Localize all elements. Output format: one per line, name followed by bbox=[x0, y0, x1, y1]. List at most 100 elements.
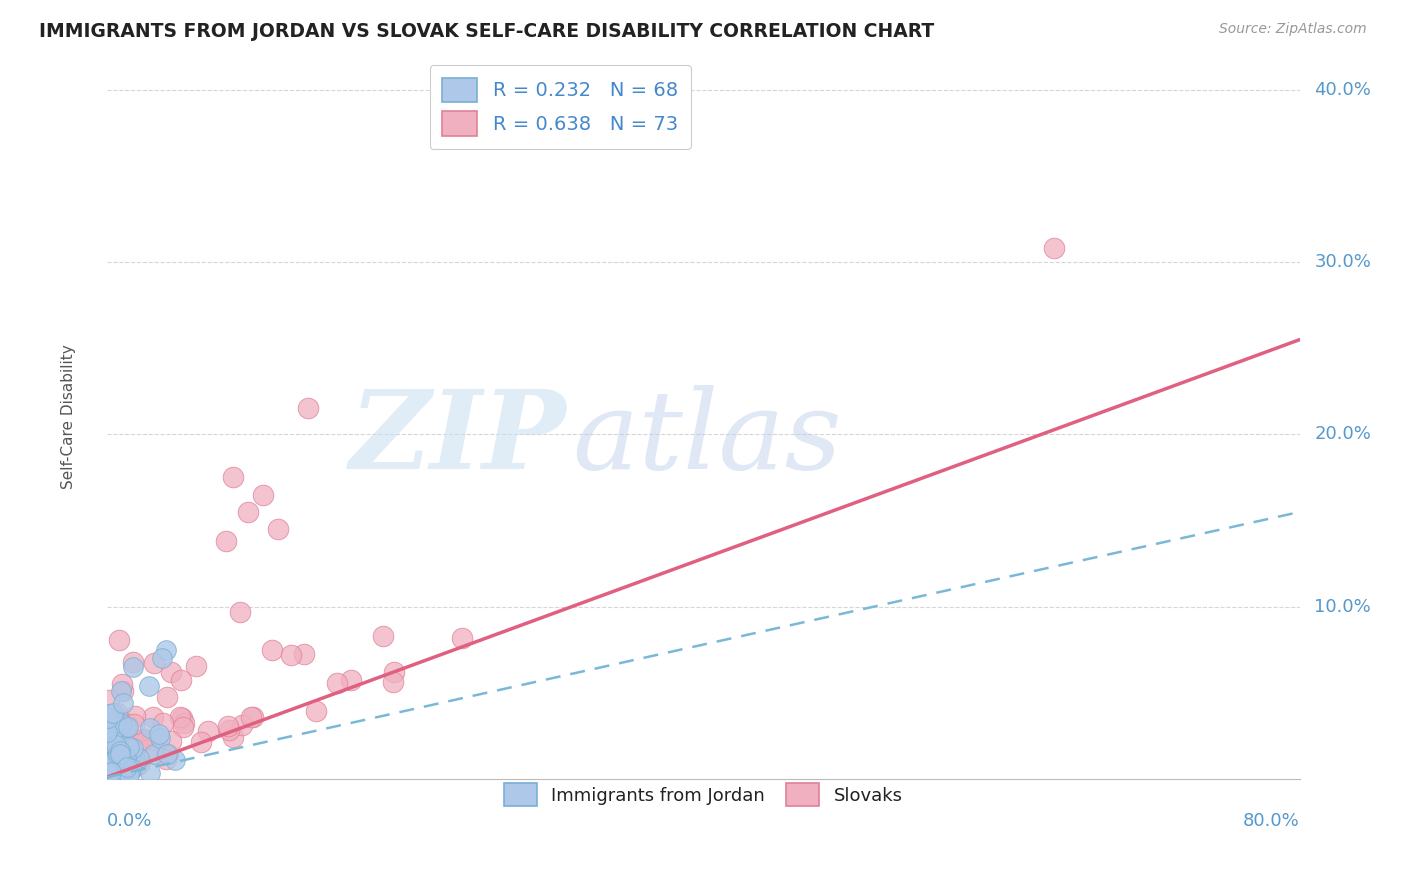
Legend: Immigrants from Jordan, Slovaks: Immigrants from Jordan, Slovaks bbox=[494, 772, 914, 817]
Point bbox=[382, 665, 405, 679]
Point bbox=[101, 753, 124, 767]
Point bbox=[107, 756, 129, 771]
Point bbox=[105, 706, 128, 720]
Point bbox=[97, 751, 120, 765]
Point bbox=[145, 735, 167, 749]
Point bbox=[105, 765, 128, 780]
Point bbox=[104, 769, 127, 783]
Text: 30.0%: 30.0% bbox=[1315, 253, 1371, 271]
Point bbox=[97, 756, 120, 770]
Text: ZIP: ZIP bbox=[350, 385, 567, 492]
Point bbox=[96, 725, 118, 739]
Point bbox=[132, 732, 155, 747]
Point bbox=[98, 767, 121, 781]
Point bbox=[122, 717, 145, 731]
Text: Self-Care Disability: Self-Care Disability bbox=[60, 344, 76, 490]
Point bbox=[118, 740, 141, 755]
Point bbox=[112, 728, 135, 742]
Point bbox=[152, 715, 174, 730]
Point bbox=[170, 711, 193, 725]
Point bbox=[339, 673, 361, 687]
Point bbox=[159, 734, 181, 748]
Point bbox=[169, 710, 191, 724]
Point bbox=[121, 740, 143, 755]
Point bbox=[155, 747, 177, 761]
Point bbox=[138, 679, 160, 693]
Point bbox=[120, 749, 142, 764]
Point bbox=[108, 747, 131, 761]
Point bbox=[125, 757, 148, 772]
Point bbox=[115, 716, 138, 731]
Point bbox=[105, 771, 128, 785]
Point bbox=[97, 711, 120, 725]
Point bbox=[136, 743, 159, 757]
Point bbox=[100, 722, 122, 736]
Point bbox=[110, 683, 132, 698]
Point bbox=[108, 632, 131, 647]
Point bbox=[124, 737, 146, 751]
Point bbox=[260, 643, 283, 657]
Point bbox=[105, 738, 128, 752]
Point bbox=[292, 647, 315, 661]
Point bbox=[122, 749, 145, 764]
Point bbox=[107, 747, 129, 761]
Point bbox=[115, 760, 138, 774]
Point bbox=[108, 744, 131, 758]
Point bbox=[114, 762, 136, 776]
Point bbox=[101, 759, 124, 773]
Text: 20.0%: 20.0% bbox=[1315, 425, 1371, 443]
Point bbox=[111, 677, 134, 691]
Point bbox=[138, 721, 160, 735]
Point bbox=[160, 665, 183, 680]
Point bbox=[155, 752, 177, 766]
Point bbox=[222, 730, 245, 744]
Point bbox=[222, 470, 245, 484]
Point bbox=[114, 746, 136, 760]
Point bbox=[156, 690, 179, 704]
Point bbox=[1043, 241, 1066, 255]
Point bbox=[190, 735, 212, 749]
Point bbox=[97, 714, 120, 728]
Text: 0.0%: 0.0% bbox=[107, 812, 152, 830]
Point bbox=[228, 605, 250, 619]
Point bbox=[163, 753, 186, 767]
Point bbox=[104, 719, 127, 733]
Point bbox=[156, 747, 179, 762]
Point bbox=[100, 766, 122, 780]
Point bbox=[104, 769, 127, 783]
Point bbox=[132, 731, 155, 746]
Point bbox=[105, 747, 128, 762]
Point bbox=[112, 684, 135, 698]
Point bbox=[121, 655, 143, 669]
Point bbox=[120, 761, 142, 775]
Point bbox=[127, 732, 149, 747]
Point bbox=[122, 660, 145, 674]
Point bbox=[105, 716, 128, 731]
Point bbox=[114, 750, 136, 764]
Point bbox=[103, 742, 125, 756]
Point bbox=[297, 401, 319, 416]
Point bbox=[155, 642, 177, 657]
Point bbox=[170, 673, 193, 687]
Point bbox=[143, 747, 166, 762]
Point bbox=[371, 629, 394, 643]
Text: Source: ZipAtlas.com: Source: ZipAtlas.com bbox=[1219, 22, 1367, 37]
Point bbox=[100, 761, 122, 775]
Point bbox=[110, 751, 132, 765]
Point bbox=[101, 727, 124, 741]
Point bbox=[100, 722, 122, 736]
Point bbox=[114, 754, 136, 768]
Point bbox=[138, 765, 160, 780]
Point bbox=[197, 724, 219, 739]
Point bbox=[124, 708, 146, 723]
Point bbox=[107, 737, 129, 751]
Point bbox=[100, 756, 122, 771]
Point bbox=[98, 707, 121, 722]
Point bbox=[382, 674, 405, 689]
Point bbox=[125, 738, 148, 752]
Point bbox=[118, 768, 141, 782]
Text: 40.0%: 40.0% bbox=[1315, 80, 1371, 99]
Point bbox=[128, 756, 150, 771]
Point bbox=[118, 764, 141, 779]
Point bbox=[242, 709, 264, 723]
